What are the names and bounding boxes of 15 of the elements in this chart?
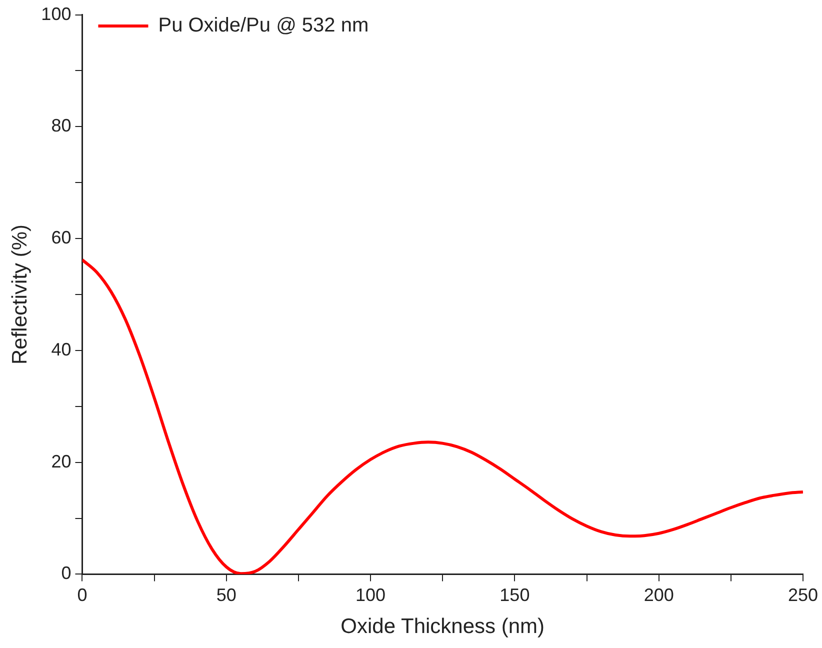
y-axis-title: Reflectivity (%) <box>8 224 32 365</box>
y-tick-label: 40 <box>51 339 72 360</box>
legend-label: Pu Oxide/Pu @ 532 nm <box>158 14 369 37</box>
y-tick-label: 20 <box>51 451 72 472</box>
x-tick-label: 250 <box>788 584 818 605</box>
x-axis-title: Oxide Thickness (nm) <box>340 615 545 638</box>
x-tick-label: 0 <box>77 584 88 605</box>
x-tick-label: 50 <box>216 584 236 605</box>
x-tick-label: 100 <box>356 584 386 605</box>
x-tick-label: 150 <box>500 584 530 605</box>
y-tick-label: 60 <box>51 228 72 248</box>
y-tick-label: 0 <box>61 563 72 584</box>
x-tick-label: 200 <box>644 584 674 605</box>
y-tick-label: 100 <box>41 4 72 24</box>
y-tick-label: 80 <box>51 116 72 136</box>
